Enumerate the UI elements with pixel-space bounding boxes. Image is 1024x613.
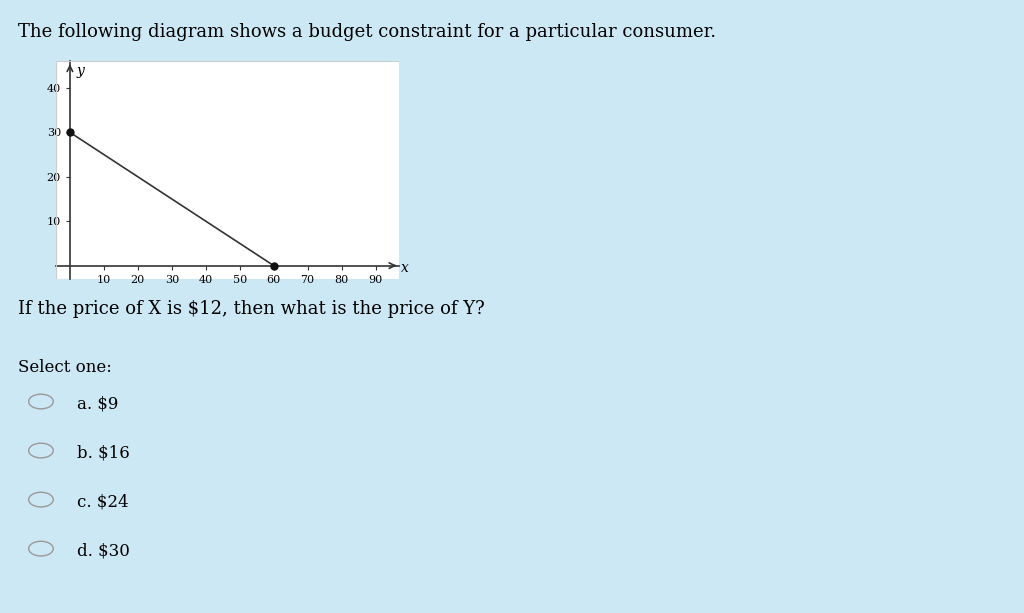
Text: Select one:: Select one: xyxy=(18,359,113,376)
Text: a. $9: a. $9 xyxy=(77,395,118,413)
Bar xyxy=(56,61,399,279)
Text: If the price of X is $12, then what is the price of Y?: If the price of X is $12, then what is t… xyxy=(18,300,485,318)
Text: c. $24: c. $24 xyxy=(77,493,128,511)
Text: The following diagram shows a budget constraint for a particular consumer.: The following diagram shows a budget con… xyxy=(18,23,717,41)
Text: x: x xyxy=(401,261,409,275)
Text: y: y xyxy=(77,64,85,77)
Text: b. $16: b. $16 xyxy=(77,444,130,462)
Text: d. $30: d. $30 xyxy=(77,543,130,560)
